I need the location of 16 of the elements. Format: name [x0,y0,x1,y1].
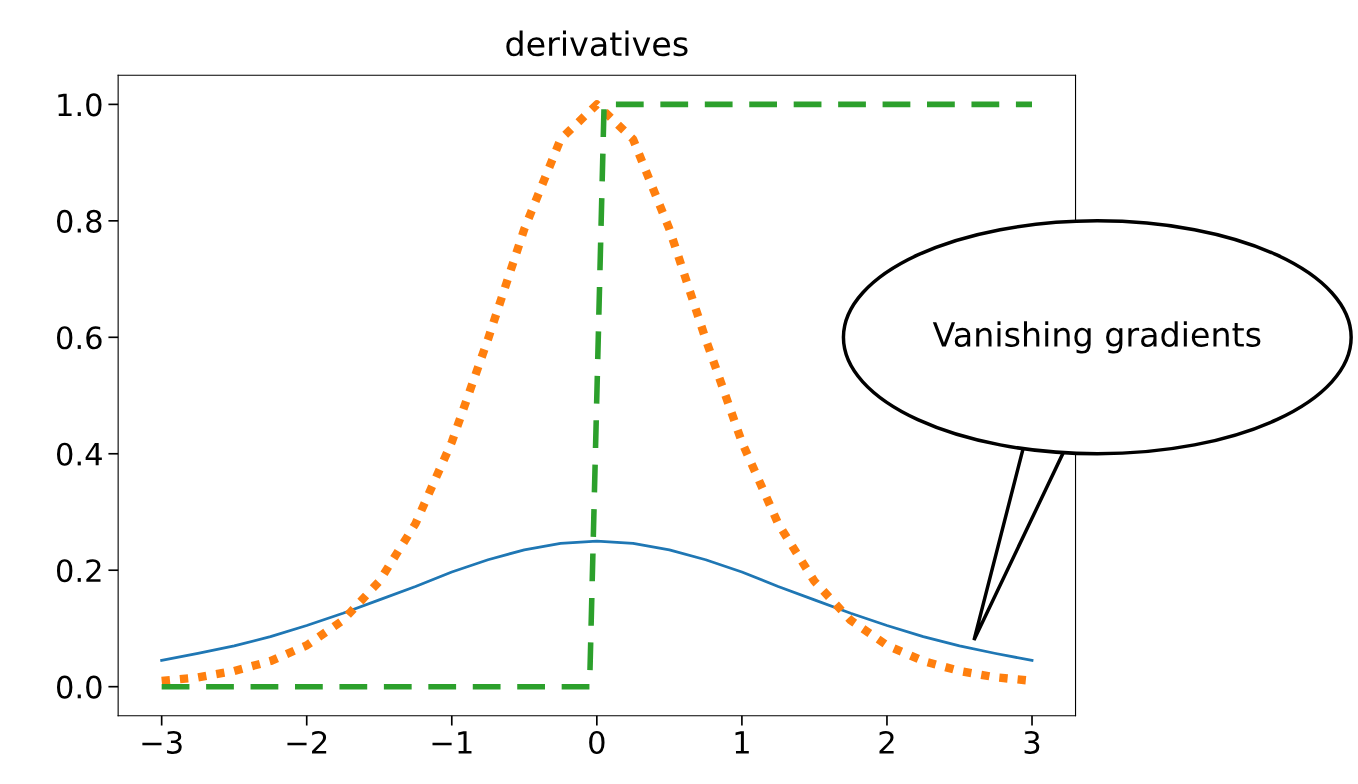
line-series [160,539,1034,662]
x-tick-label: −3 [142,730,182,755]
x-tick-label: −1 [432,731,472,754]
annotation: Vanishing gradients [932,321,1261,354]
x-tick-label: 0 [589,730,605,755]
y-tick-label: 0.0 [56,675,102,699]
chart-title: derivatives [506,30,688,57]
x-tick-label: 2 [879,730,894,754]
x-tick-label: 3 [1024,730,1040,755]
y-tick-label: 0.2 [56,559,101,583]
y-tick-label: 1.0 [58,93,102,117]
x-tick-label: 1 [735,731,749,754]
x-tick-label: −2 [287,730,327,754]
y-tick-label: 0.8 [56,209,102,233]
y-tick-label: 0.6 [56,326,102,350]
y-tick-label: 0.4 [56,442,102,466]
